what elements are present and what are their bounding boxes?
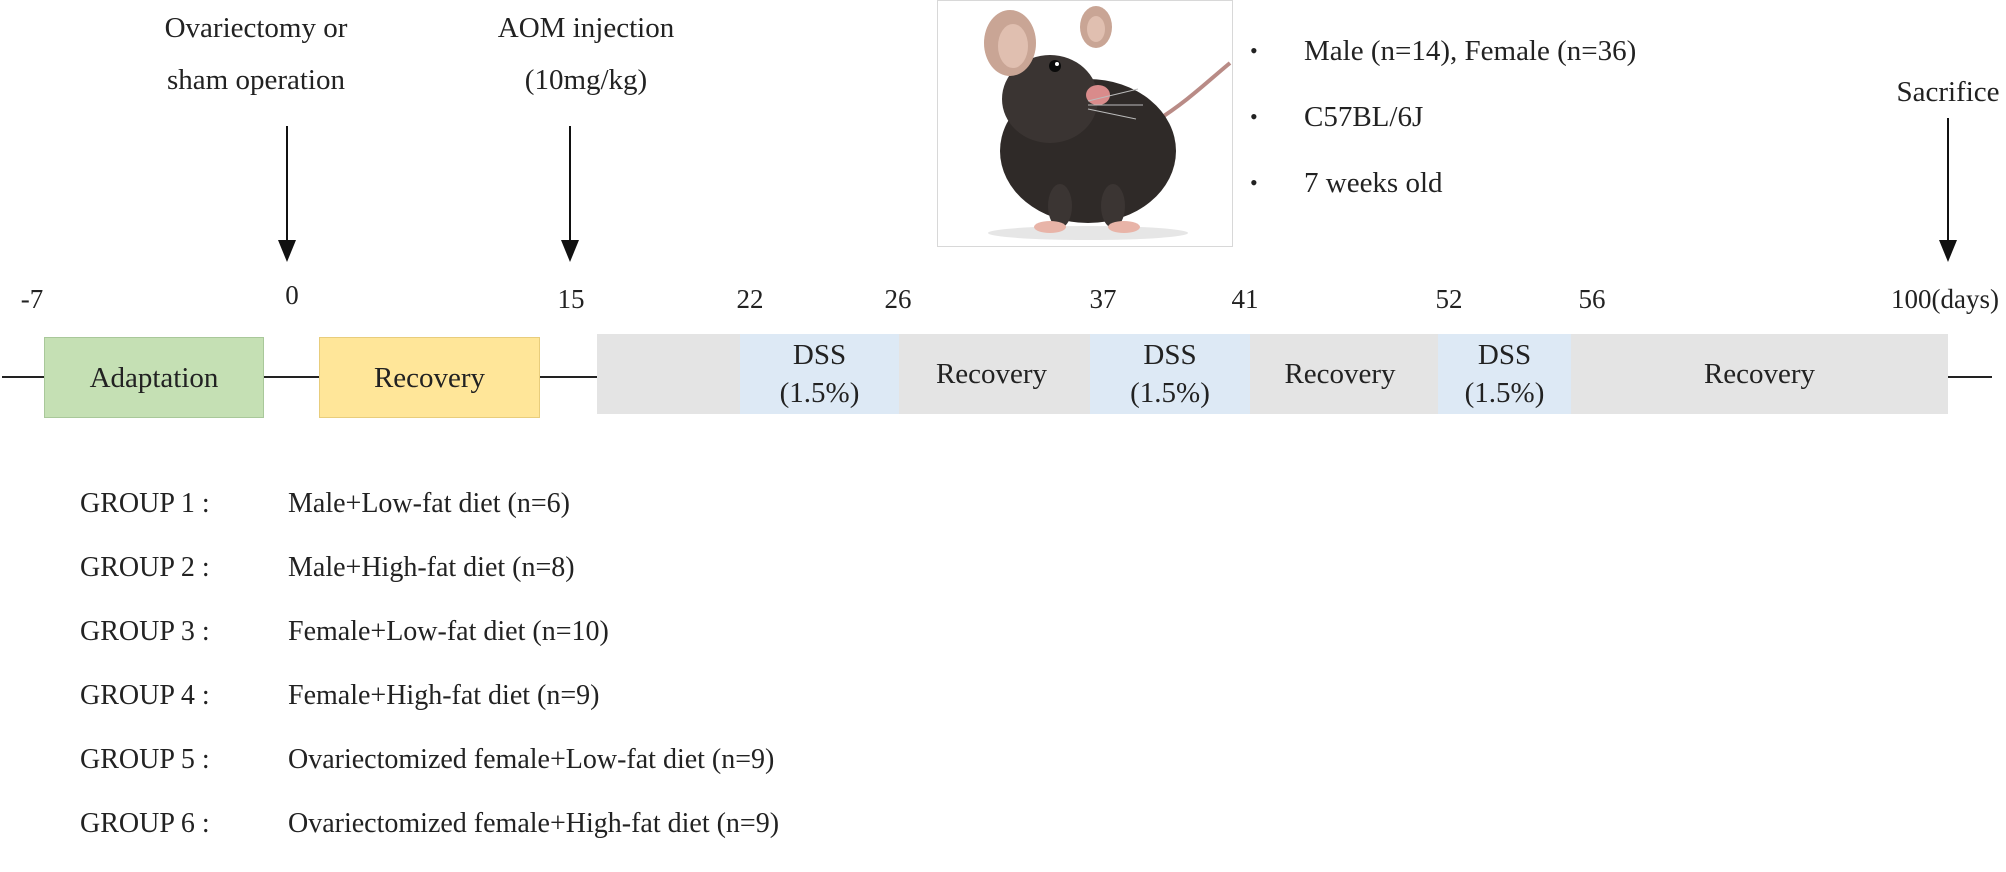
mouse-info-sex-count: • Male (n=14), Female (n=36) (1250, 18, 1636, 84)
group-label: GROUP 3 : (80, 616, 210, 647)
timeline-line-start (2, 376, 44, 378)
tick-day-26: 26 (884, 284, 912, 314)
tick-day-56: 56 (1578, 284, 1606, 314)
phase-dss-cycle-1: DSS (1.5%) (740, 334, 899, 414)
ovariectomy-label-line1: Ovariectomy or (164, 12, 348, 44)
aom-injection-label: AOM injection (10mg/kg) (466, 2, 706, 106)
group-row: GROUP 3 : Female+Low-fat diet (n=10) (80, 616, 779, 680)
tick-day-41: 41 (1231, 284, 1259, 314)
group-label: GROUP 4 : (80, 680, 210, 711)
aom-arrow-head-icon (561, 240, 579, 262)
dss-concentration: (1.5%) (1464, 377, 1545, 409)
tick-day-52: 52 (1435, 284, 1463, 314)
tick-day-15: 15 (557, 284, 585, 314)
group-label: GROUP 6 : (80, 808, 210, 839)
aom-injection-label-line1: AOM injection (497, 12, 675, 44)
mouse-info-text: 7 weeks old (1304, 166, 1443, 199)
group-label: GROUP 5 : (80, 744, 210, 775)
phase-recovery-post-surgery: Recovery (319, 337, 540, 418)
sacrifice-label: Sacrifice (1896, 76, 2000, 108)
group-list: GROUP 1 : Male+Low-fat diet (n=6) GROUP … (80, 488, 779, 872)
mouse-photo (937, 0, 1233, 247)
phase-recovery-1: Recovery (935, 358, 1048, 390)
group-row: GROUP 2 : Male+High-fat diet (n=8) (80, 552, 779, 616)
sacrifice-arrow-head-icon (1939, 240, 1957, 262)
phase-recovery-2: Recovery (1284, 358, 1396, 390)
sacrifice-arrow-shaft (1947, 118, 1949, 244)
group-description: Male+Low-fat diet (n=6) (288, 488, 570, 519)
ovariectomy-label: Ovariectomy or sham operation (136, 2, 376, 106)
timeline-line-segment (262, 376, 320, 378)
bullet-icon: • (1250, 38, 1258, 63)
tick-day-0: 0 (285, 280, 299, 310)
tick-day-100: 100(days) (1891, 284, 1999, 314)
mouse-icon (984, 6, 1232, 240)
group-row: GROUP 5 : Ovariectomized female+Low-fat … (80, 744, 779, 808)
aom-injection-label-line2: (10mg/kg) (524, 64, 648, 96)
bullet-icon: • (1250, 170, 1258, 195)
group-label: GROUP 1 : (80, 488, 210, 519)
group-description: Male+High-fat diet (n=8) (288, 552, 575, 583)
timeline-line-end (1946, 376, 1992, 378)
group-description: Ovariectomized female+Low-fat diet (n=9) (288, 744, 775, 775)
ovariectomy-arrow-shaft (286, 126, 288, 244)
group-label: GROUP 2 : (80, 552, 210, 583)
group-row: GROUP 6 : Ovariectomized female+High-fat… (80, 808, 779, 872)
phase-dss-cycle-3: DSS (1.5%) (1438, 334, 1571, 414)
mouse-info-text: C57BL/6J (1304, 100, 1424, 133)
mouse-info-age: • 7 weeks old (1250, 150, 1636, 216)
tick-day-neg7: -7 (20, 284, 44, 314)
ovariectomy-arrow-head-icon (278, 240, 296, 262)
tick-day-37: 37 (1089, 284, 1117, 314)
group-row: GROUP 4 : Female+High-fat diet (n=9) (80, 680, 779, 744)
phase-dss-cycle-2: DSS (1.5%) (1090, 334, 1250, 414)
timeline-line-segment (538, 376, 598, 378)
group-description: Ovariectomized female+High-fat diet (n=9… (288, 808, 780, 839)
group-description: Female+Low-fat diet (n=10) (288, 616, 609, 647)
group-row: GROUP 1 : Male+Low-fat diet (n=6) (80, 488, 779, 552)
mouse-info-strain: • C57BL/6J (1250, 84, 1636, 150)
dss-concentration: (1.5%) (779, 377, 860, 409)
aom-arrow-shaft (569, 126, 571, 244)
group-description: Female+High-fat diet (n=9) (288, 680, 600, 711)
bullet-icon: • (1250, 104, 1258, 129)
mouse-info-text: Male (n=14), Female (n=36) (1304, 34, 1637, 67)
phase-recovery-final: Recovery (1703, 358, 1816, 390)
phase-adaptation: Adaptation (44, 337, 264, 418)
ovariectomy-label-line2: sham operation (167, 64, 345, 96)
dss-label: DSS (792, 339, 847, 371)
dss-label: DSS (1477, 339, 1532, 371)
tick-day-22: 22 (736, 284, 764, 314)
dss-concentration: (1.5%) (1130, 377, 1210, 409)
dss-label: DSS (1143, 339, 1197, 371)
mouse-info-list: • Male (n=14), Female (n=36) • C57BL/6J … (1250, 18, 1636, 216)
